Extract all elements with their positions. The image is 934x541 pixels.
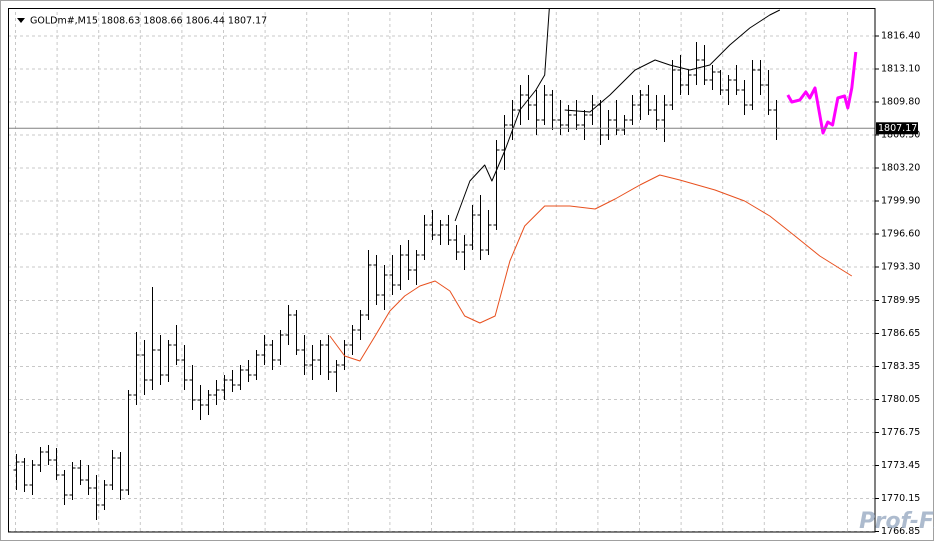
plot-area [8, 8, 875, 520]
y-tick-label: 1796.60 [881, 229, 920, 240]
menu-arrow[interactable] [17, 18, 25, 23]
plot-frame [8, 8, 876, 533]
indicator-line [786, 51, 858, 135]
chart-title: GOLDm#,M15 1808.63 1808.66 1806.44 1807.… [30, 16, 267, 27]
y-tick-label: 1806.50 [881, 130, 920, 141]
y-axis: 1816.40 1813.10 1809.80 1806.50 1803.20 1799.… [8, 31, 920, 537]
y-tick-label: 1799.90 [881, 196, 920, 207]
y-tick-label: 1780.05 [881, 394, 920, 405]
y-tick-label: 1770.15 [881, 493, 920, 504]
y-tick-label: 1783.35 [881, 361, 920, 372]
y-tick-label: 1786.65 [881, 328, 920, 339]
y-tick-label: 1766.85 [881, 526, 920, 537]
y-tick-label: 1773.45 [881, 460, 920, 471]
y-tick-label: 1813.10 [881, 64, 920, 75]
y-tick-label: 1789.95 [881, 295, 920, 306]
watermark: Prof-FX [859, 509, 934, 534]
last-price-box [876, 122, 918, 135]
y-tick-label: 1793.30 [881, 262, 920, 273]
y-tick-label: 1803.20 [881, 163, 920, 174]
y-tick-label: 1809.80 [881, 97, 920, 108]
last-price-label: 1807.17 [878, 123, 917, 134]
y-tick-label: 1776.75 [881, 427, 920, 438]
indicator-line [329, 174, 853, 362]
overlay: 1807.17 [876, 122, 918, 135]
indicator-line [454, 8, 781, 222]
vertical-grid [8, 8, 875, 532]
y-tick-label: 1816.40 [881, 31, 920, 42]
